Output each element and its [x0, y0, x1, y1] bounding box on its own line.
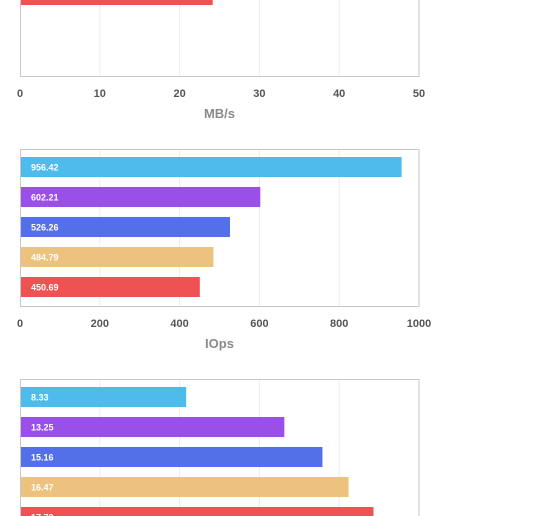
bar-8.33 [21, 387, 187, 407]
bar-16.47 [21, 477, 349, 497]
plot-frame [20, 379, 420, 516]
chart-2: 956.42 602.21 526.26 484.79 450.69 0 200 400 600… [17, 149, 431, 351]
x-tick-label: 600 [250, 318, 268, 330]
bar-value-label: 956.42 [31, 163, 59, 173]
bar-526.26 [21, 217, 230, 237]
bar-value-label: 602.21 [31, 193, 59, 203]
bar-484.79 [21, 247, 214, 267]
bar-value-label: 17.72 [31, 513, 54, 516]
x-tick-label: 0 [17, 318, 23, 330]
bar-602.21 [21, 187, 261, 207]
chart-3: 8.33 13.25 15.16 16.47 17.72 [20, 379, 420, 516]
bar-17.72 [21, 507, 374, 516]
bar-value-label: 526.26 [31, 223, 59, 233]
x-tick-label: 50 [413, 88, 425, 100]
bar-15.16 [21, 447, 323, 467]
plot-frame [20, 0, 420, 77]
x-tick-label: 20 [173, 88, 185, 100]
x-tick-label: 800 [330, 318, 348, 330]
x-tick-label: 400 [170, 318, 188, 330]
bar-13.25 [21, 417, 285, 437]
bar-450.69 [21, 277, 200, 297]
bar-value-label: 8.33 [31, 393, 49, 403]
bar-value-label: 450.69 [31, 283, 59, 293]
plot-frame [20, 149, 420, 307]
bar-value-label: 15.16 [31, 453, 54, 463]
bar-value-label: 484.79 [31, 253, 59, 263]
bar-24.15 [21, 0, 213, 5]
x-tick-label: 10 [94, 88, 106, 100]
chart-1: 28.2726.0224.1501020304050MB/s [17, 0, 425, 121]
x-tick-label: 40 [333, 88, 345, 100]
bar-956.42 [21, 157, 402, 177]
bar-value-label: 13.25 [31, 423, 54, 433]
bar-value-label: 24.15 [31, 0, 54, 1]
x-tick-label: 30 [253, 88, 265, 100]
x-tick-label: 1000 [407, 318, 431, 330]
x-axis-title: IOps [205, 336, 234, 351]
x-tick-label: 200 [91, 318, 109, 330]
x-tick-label: 0 [17, 88, 23, 100]
bar-value-label: 16.47 [31, 483, 54, 493]
x-axis-title: MB/s [204, 106, 235, 121]
